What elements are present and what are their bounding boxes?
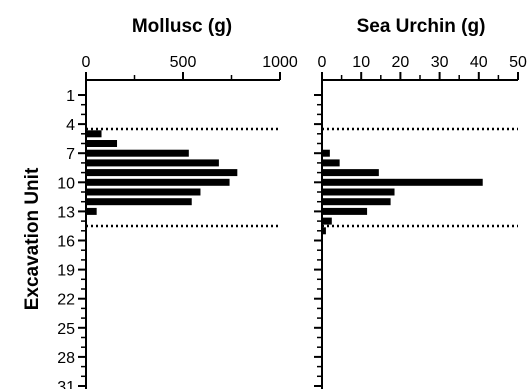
bar: [86, 101, 87, 109]
panel-mollusc: Mollusc (g) 0 500 1000 1 4 7 10 13 16 19 22 25 28 31: [57, 16, 298, 389]
bar: [322, 188, 395, 196]
x-tick-label: 10: [352, 54, 370, 71]
bar: [86, 140, 118, 147]
y-tick-label: 4: [66, 117, 75, 134]
y-tick-label: 10: [57, 175, 75, 192]
bar: [322, 198, 391, 206]
x-tick-label: 500: [170, 54, 197, 71]
bar: [86, 110, 87, 118]
y-tick-label: 13: [57, 204, 75, 221]
y-tick-label: 31: [57, 379, 75, 389]
bar: [86, 91, 87, 99]
bar: [322, 159, 340, 167]
bar: [86, 188, 201, 196]
y-tick-label: 16: [57, 234, 75, 251]
x-tick-label: 1000: [262, 54, 298, 71]
bar: [86, 120, 87, 128]
x-tick-label: 20: [392, 54, 410, 71]
bar: [322, 217, 332, 225]
y-tick-label: 19: [57, 263, 75, 280]
bar: [86, 169, 238, 177]
bar: [86, 178, 230, 186]
bar: [322, 227, 326, 235]
y-tick-label: 28: [57, 350, 75, 367]
y-tick-label: 25: [57, 321, 75, 338]
bar: [86, 149, 189, 157]
bar: [86, 207, 97, 215]
x-tick-label: 0: [318, 54, 327, 71]
x-tick-label: 30: [431, 54, 449, 71]
bar: [322, 149, 330, 157]
panel-sea-urchin: Sea Urchin (g) 0 10 20 30 40 50: [314, 16, 527, 389]
y-tick-label: 1: [66, 88, 75, 105]
bar: [86, 159, 219, 167]
bar: [86, 198, 192, 206]
x-tick-label: 0: [82, 54, 91, 71]
panel-title-mollusc: Mollusc (g): [132, 16, 232, 37]
x-tick-label: 40: [470, 54, 488, 71]
bar: [86, 130, 102, 138]
bar: [322, 178, 483, 186]
bar: [322, 169, 379, 177]
panel-title-sea-urchin: Sea Urchin (g): [357, 16, 486, 37]
bar: [322, 207, 368, 215]
y-tick-label: 22: [57, 292, 75, 309]
y-axis-label: Excavation Unit: [22, 167, 43, 310]
y-tick-label: 7: [66, 146, 75, 163]
x-tick-label: 50: [509, 54, 527, 71]
